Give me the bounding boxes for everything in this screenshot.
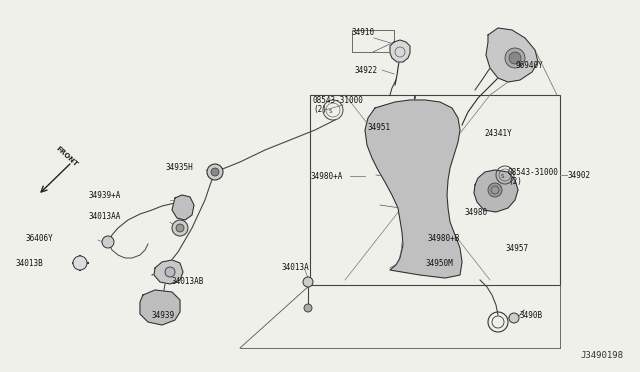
Text: 34013AB: 34013AB [172,278,204,286]
Text: 34951: 34951 [368,122,391,131]
Text: 34013AA: 34013AA [88,212,120,221]
Bar [310,95,560,285]
Circle shape [172,220,188,236]
Text: (2): (2) [508,176,522,186]
Circle shape [176,224,184,232]
Text: 08543-31000: 08543-31000 [313,96,364,105]
Text: 34013A: 34013A [282,263,310,272]
Circle shape [207,164,223,180]
Polygon shape [474,170,518,212]
Text: 34013B: 34013B [15,259,43,267]
Text: 34980+B: 34980+B [428,234,460,243]
Text: FRONT: FRONT [55,145,79,168]
Text: S: S [328,109,332,113]
Circle shape [102,236,114,248]
Text: 34939+A: 34939+A [88,190,120,199]
Text: 24341Y: 24341Y [484,128,512,138]
Text: 34957: 34957 [506,244,529,253]
Circle shape [304,304,312,312]
Text: 34980: 34980 [465,208,488,217]
Circle shape [505,48,525,68]
Polygon shape [154,260,183,284]
Polygon shape [486,28,538,82]
Circle shape [165,267,175,277]
Text: 34950M: 34950M [426,259,454,267]
Polygon shape [365,100,462,278]
Text: 34910: 34910 [352,28,375,36]
Text: 34902: 34902 [568,170,591,180]
Text: J3490198: J3490198 [580,351,623,360]
Text: 34939: 34939 [152,311,175,321]
Text: (2): (2) [313,105,327,113]
Text: 3490B: 3490B [520,311,543,321]
Polygon shape [172,195,194,220]
Circle shape [509,52,521,64]
Circle shape [509,313,519,323]
Circle shape [211,168,219,176]
Text: 08543-31000: 08543-31000 [508,167,559,176]
Circle shape [73,256,87,270]
Text: 96940Y: 96940Y [516,61,544,70]
Circle shape [303,277,313,287]
Circle shape [488,183,502,197]
Text: 34922: 34922 [355,65,378,74]
Text: 34980+A: 34980+A [311,171,344,180]
Bar [352,30,394,52]
Polygon shape [390,40,410,62]
Text: S: S [500,173,504,179]
Text: 34935H: 34935H [165,163,193,171]
Polygon shape [140,290,180,325]
Text: 36406Y: 36406Y [25,234,52,243]
